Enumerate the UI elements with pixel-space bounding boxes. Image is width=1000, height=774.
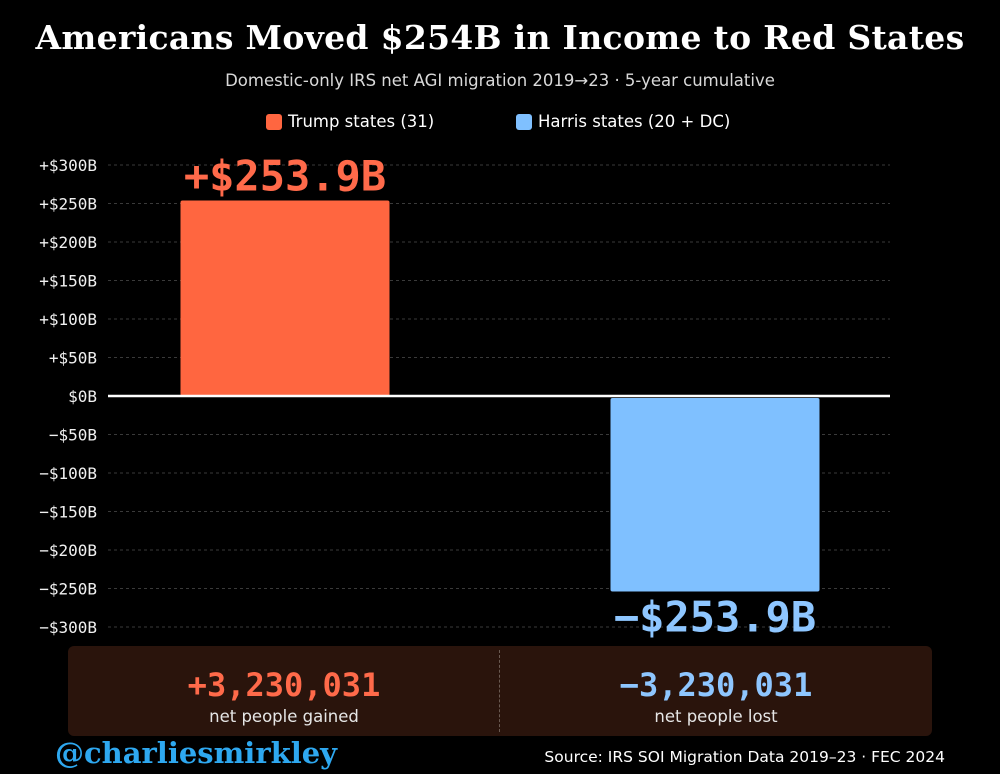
y-tick-label: −$200B: [39, 541, 97, 560]
y-tick-label: +$250B: [39, 195, 97, 214]
y-tick-label: −$100B: [39, 464, 97, 483]
legend-label-harris: Harris states (20 + DC): [538, 112, 731, 131]
source-note: Source: IRS SOI Migration Data 2019–23 ·…: [544, 748, 945, 766]
stat-lost-value: −3,230,031: [619, 666, 813, 704]
y-tick-label: +$50B: [49, 349, 97, 368]
y-tick-label: −$150B: [39, 503, 97, 522]
bar-chart: +$300B +$250B +$200B +$150B +$100B +$50B $0B −$…: [39, 151, 890, 642]
chart-title: Americans Moved $254B in Income to Red S…: [35, 18, 965, 57]
stat-lost: −3,230,031 net people lost: [500, 646, 932, 736]
author-handle[interactable]: @charliesmirkley: [55, 736, 338, 770]
y-tick-label: +$150B: [39, 272, 97, 291]
stat-gained: +3,230,031 net people gained: [68, 646, 500, 736]
legend-swatch-trump: [266, 113, 282, 130]
bar-value-label-trump: +$253.9B: [184, 151, 386, 200]
stat-gained-caption: net people gained: [209, 707, 359, 726]
stats-panel: +3,230,031 net people gained −3,230,031 …: [68, 646, 932, 736]
legend-label-trump: Trump states (31): [288, 112, 435, 131]
y-tick-label: −$50B: [49, 426, 97, 445]
legend: Trump states (31) Harris states (20 + DC…: [0, 112, 1000, 136]
bar-trump: [180, 200, 390, 396]
y-tick-label: $0B: [68, 387, 97, 406]
chart-subtitle: Domestic-only IRS net AGI migration 2019…: [225, 71, 775, 90]
stat-lost-caption: net people lost: [654, 707, 778, 726]
legend-swatch-harris: [516, 113, 532, 130]
y-tick-label: +$200B: [39, 233, 97, 252]
y-tick-label: −$250B: [39, 580, 97, 599]
y-tick-label: +$100B: [39, 310, 97, 329]
y-tick-label: +$300B: [39, 156, 97, 175]
bar-value-label-harris: −$253.9B: [614, 593, 816, 642]
bar-harris: [610, 398, 820, 592]
legend-item-harris: Harris states (20 + DC): [516, 112, 730, 131]
legend-item-trump: Trump states (31): [266, 112, 434, 131]
y-tick-label: −$300B: [39, 618, 97, 637]
stat-gained-value: +3,230,031: [187, 666, 381, 704]
stat-divider: [499, 650, 500, 732]
